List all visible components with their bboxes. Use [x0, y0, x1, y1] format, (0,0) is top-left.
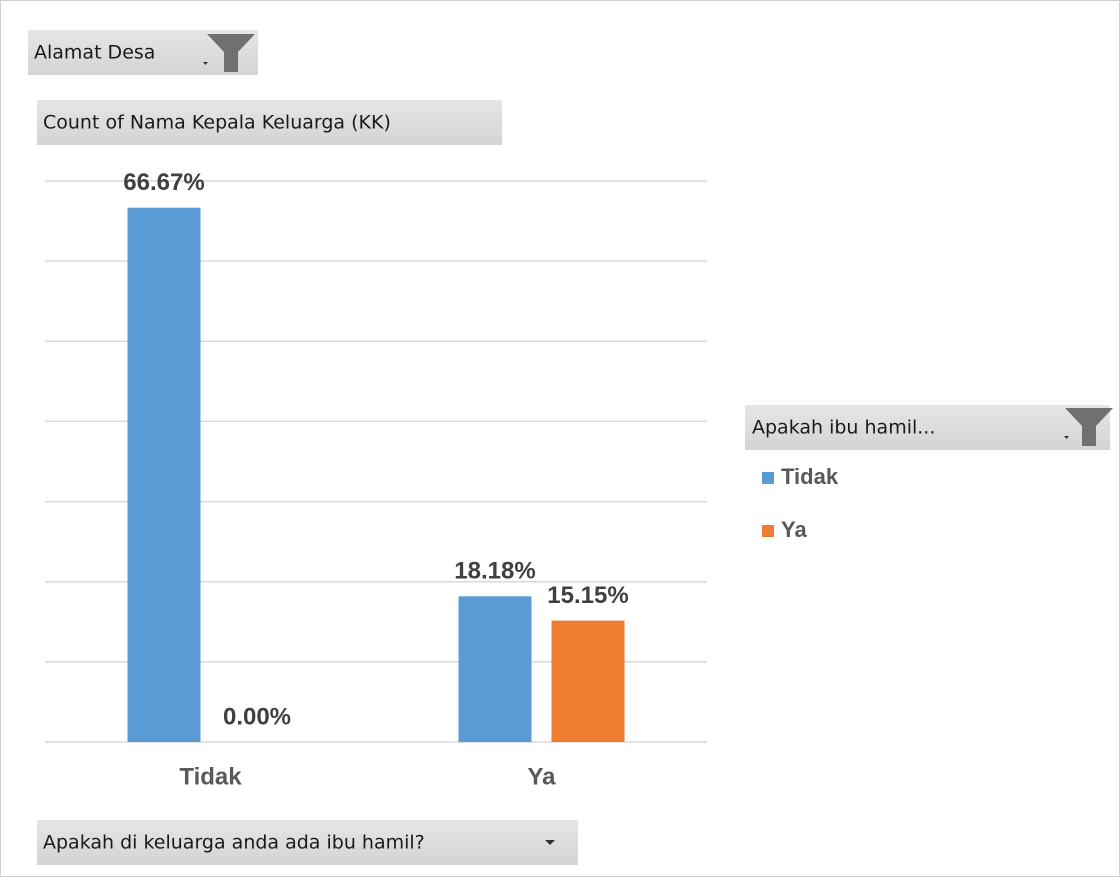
button-label: Apakah ibu hamil... [752, 417, 935, 439]
legend-label: Ya [781, 517, 807, 542]
data-label: 66.67% [123, 169, 204, 196]
filter-icon [207, 34, 255, 72]
filter-icon [1065, 408, 1113, 446]
bar [551, 620, 625, 742]
data-label: 15.15% [547, 582, 628, 609]
dropdown-arrow [545, 840, 555, 845]
x-tick-label: Tidak [179, 763, 242, 790]
bar [458, 596, 532, 742]
bar [127, 207, 201, 743]
filter-field-button[interactable]: Alamat Desa [28, 30, 258, 75]
button-bg [745, 405, 1110, 450]
button-label: Apakah di keluarga anda ada ibu hamil? [43, 832, 425, 854]
button-label: Alamat Desa [34, 42, 155, 64]
button-bg [37, 820, 578, 865]
data-label: 0.00% [223, 703, 291, 730]
x-tick-label: Ya [527, 763, 556, 790]
button-label: Count of Nama Kepala Keluarga (KK) [43, 112, 391, 134]
legend-label: Tidak [781, 464, 839, 489]
value-field-button[interactable]: Count of Nama Kepala Keluarga (KK) [37, 100, 502, 145]
data-label: 18.18% [454, 558, 535, 585]
button-bg [37, 100, 502, 145]
dropdown-arrow [1064, 436, 1069, 439]
dropdown-arrow [203, 62, 208, 65]
legend-swatch [762, 525, 774, 537]
legend-field-button[interactable]: Apakah ibu hamil... [745, 405, 1113, 450]
legend-swatch [762, 472, 774, 484]
axis-field-button[interactable]: Apakah di keluarga anda ada ibu hamil? [37, 820, 578, 865]
